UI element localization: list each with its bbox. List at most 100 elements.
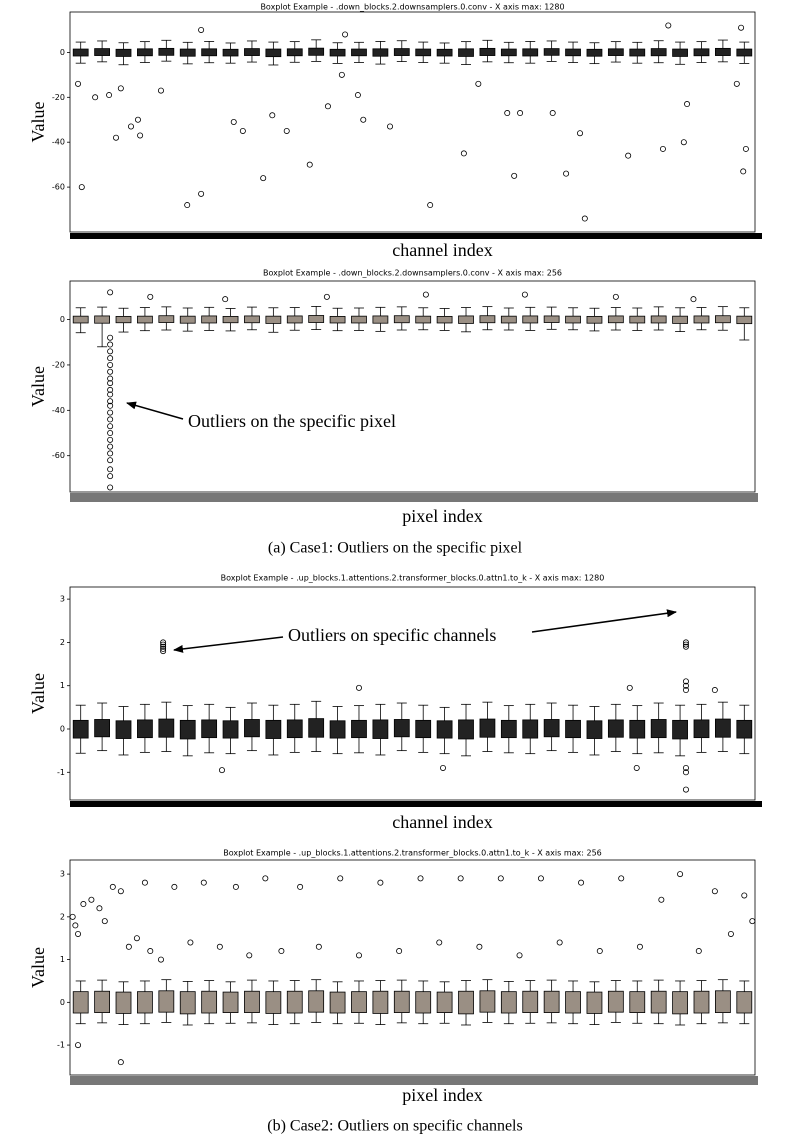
box bbox=[672, 315, 688, 324]
box bbox=[650, 315, 667, 324]
outlier bbox=[260, 175, 267, 182]
y-tick-label: -1 bbox=[57, 1041, 65, 1050]
box bbox=[586, 720, 603, 739]
outlier bbox=[109, 883, 116, 890]
outlier bbox=[160, 643, 167, 650]
outlier bbox=[88, 896, 95, 903]
y-tick-label: -40 bbox=[52, 406, 65, 415]
outlier bbox=[677, 871, 684, 878]
caption: (b) Case2: Outliers on specific channels bbox=[267, 1118, 522, 1135]
outlier bbox=[741, 892, 748, 899]
box bbox=[714, 718, 731, 738]
outlier bbox=[147, 293, 154, 300]
box bbox=[351, 719, 367, 739]
outlier bbox=[157, 956, 164, 963]
outlier bbox=[517, 110, 524, 117]
box bbox=[372, 315, 389, 324]
outlier bbox=[323, 293, 330, 300]
box bbox=[94, 48, 111, 56]
outlier bbox=[297, 883, 304, 890]
outlier bbox=[581, 215, 588, 222]
box bbox=[415, 48, 432, 57]
outlier bbox=[107, 473, 114, 480]
y-tick-label: -40 bbox=[52, 138, 65, 147]
outlier bbox=[742, 145, 749, 152]
outlier bbox=[684, 101, 691, 108]
plot-frame bbox=[69, 859, 756, 1076]
box bbox=[372, 990, 389, 1014]
outlier bbox=[157, 87, 164, 94]
box bbox=[286, 990, 303, 1014]
plot-frame bbox=[69, 280, 756, 493]
chart-title: Boxplot Example - .down_blocks.2.downsam… bbox=[260, 3, 564, 12]
outlier bbox=[711, 687, 718, 694]
outlier bbox=[633, 764, 640, 771]
outlier bbox=[160, 639, 167, 646]
box bbox=[565, 719, 581, 739]
outlier bbox=[355, 952, 362, 959]
box bbox=[543, 48, 560, 56]
box bbox=[329, 720, 346, 739]
box bbox=[458, 990, 474, 1015]
outlier bbox=[198, 190, 205, 197]
box bbox=[693, 990, 710, 1014]
box bbox=[693, 48, 710, 57]
box bbox=[351, 315, 367, 324]
box bbox=[158, 315, 175, 323]
outlier bbox=[427, 202, 434, 209]
outlier bbox=[682, 641, 689, 648]
outlier bbox=[521, 291, 528, 298]
outlier bbox=[475, 80, 482, 87]
outlier bbox=[659, 145, 666, 152]
box bbox=[372, 48, 389, 57]
outlier bbox=[107, 355, 114, 362]
annotation: Outliers on specific channels bbox=[288, 625, 496, 645]
chart-title: Boxplot Example - .up_blocks.1.attention… bbox=[221, 574, 605, 583]
outlier bbox=[682, 764, 689, 771]
x-axis-label: channel index bbox=[392, 240, 492, 260]
box bbox=[650, 48, 667, 57]
box bbox=[479, 718, 496, 738]
y-tick-label: -60 bbox=[52, 183, 65, 192]
y-tick-label: -20 bbox=[52, 93, 65, 102]
box bbox=[479, 990, 496, 1013]
box bbox=[500, 315, 517, 324]
arrow bbox=[173, 636, 284, 653]
box bbox=[372, 719, 389, 739]
outlier bbox=[377, 879, 384, 886]
outlier bbox=[239, 127, 246, 134]
outlier bbox=[727, 930, 734, 937]
outlier bbox=[222, 296, 229, 303]
box bbox=[693, 315, 710, 324]
outlier bbox=[516, 952, 523, 959]
box bbox=[672, 48, 688, 57]
y-tick-label: 1 bbox=[60, 955, 65, 964]
y-axis-label: Value bbox=[28, 366, 48, 407]
outlier bbox=[354, 92, 361, 99]
outlier bbox=[107, 368, 114, 375]
outlier bbox=[278, 948, 285, 955]
box bbox=[736, 719, 753, 739]
outlier bbox=[160, 648, 167, 655]
outlier bbox=[306, 161, 313, 168]
box bbox=[672, 991, 688, 1015]
box bbox=[72, 48, 89, 57]
box bbox=[393, 990, 410, 1013]
outlier bbox=[187, 939, 194, 946]
outlier bbox=[107, 416, 114, 423]
box bbox=[158, 990, 175, 1013]
outlier bbox=[107, 430, 114, 437]
box bbox=[436, 720, 453, 739]
outlier bbox=[360, 116, 367, 123]
box bbox=[736, 315, 753, 325]
outlier bbox=[749, 918, 756, 925]
box bbox=[222, 720, 239, 739]
box bbox=[393, 48, 410, 56]
box bbox=[222, 315, 239, 324]
outlier bbox=[216, 943, 223, 950]
box bbox=[115, 991, 132, 1014]
outlier bbox=[75, 1042, 82, 1049]
box bbox=[351, 991, 367, 1013]
box bbox=[693, 719, 710, 739]
y-tick-label: 3 bbox=[60, 870, 65, 879]
